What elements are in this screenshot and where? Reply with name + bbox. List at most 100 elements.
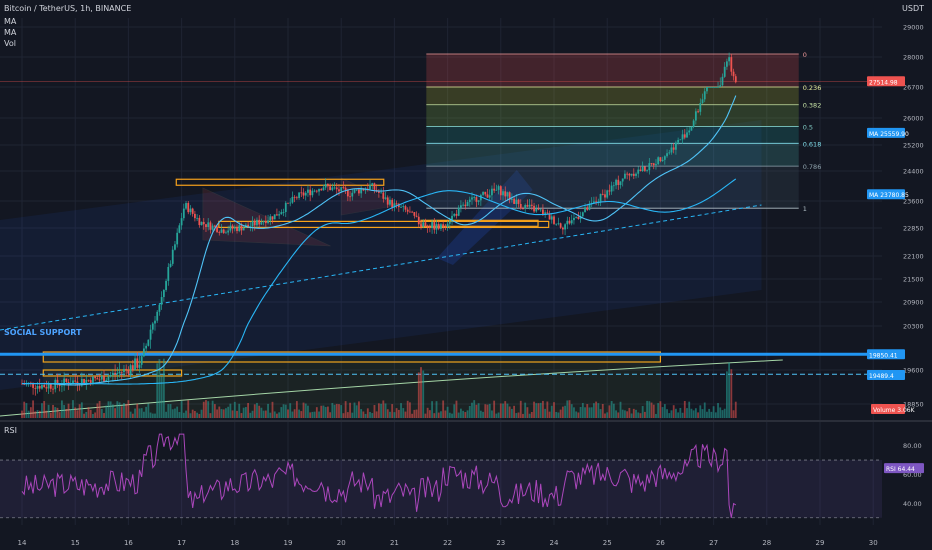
candle-body: [506, 192, 509, 197]
volume-bar: [577, 412, 580, 418]
candle-body: [606, 190, 609, 198]
candle-body: [710, 87, 713, 88]
y-tick-label: 23600: [903, 198, 924, 206]
candle-body: [568, 220, 571, 224]
x-tick-label: 24: [550, 539, 559, 547]
candle-body: [661, 159, 664, 162]
candle-body: [595, 201, 598, 203]
candle-body: [573, 217, 575, 221]
candle-body: [586, 207, 589, 210]
candle-body: [156, 311, 159, 321]
candle-body: [575, 216, 578, 218]
volume-bar: [58, 412, 61, 418]
candle-body: [672, 147, 675, 150]
candle-body: [446, 223, 449, 227]
volume-bar: [200, 409, 203, 418]
volume-bar: [256, 402, 258, 418]
candle-body: [202, 221, 205, 225]
indicator-vol[interactable]: Vol: [4, 39, 16, 48]
volume-bar: [610, 401, 613, 418]
volume-bar: [205, 400, 207, 418]
volume-bar: [149, 412, 152, 418]
candle-body: [510, 198, 513, 200]
volume-bar: [404, 411, 407, 418]
volume-bar: [406, 400, 409, 418]
volume-bar: [123, 403, 125, 418]
candle-body: [417, 216, 420, 225]
volume-bar: [393, 412, 396, 418]
candle-body: [564, 224, 566, 230]
volume-bar: [140, 408, 143, 418]
candle-body: [333, 187, 336, 189]
x-tick-label: 15: [71, 539, 80, 547]
rsi-badge-label: RSI 64.44: [886, 466, 915, 473]
candle-body: [38, 385, 41, 389]
candle-body: [200, 221, 203, 226]
volume-bar: [431, 401, 433, 418]
candle-body: [103, 376, 105, 382]
indicator-ma-1[interactable]: MA: [4, 17, 17, 26]
volume-bar: [413, 409, 416, 418]
candle-body: [404, 206, 407, 210]
fib-level-label: 0.236: [803, 84, 822, 92]
x-tick-label: 26: [656, 539, 665, 547]
candle-body: [125, 368, 128, 370]
volume-bar: [178, 412, 181, 418]
candle-body: [668, 152, 671, 154]
candle-body: [519, 203, 522, 209]
candle-body: [154, 320, 156, 324]
candle-body: [134, 358, 136, 371]
volume-bar: [486, 404, 489, 418]
volume-bar: [156, 363, 159, 418]
volume-bar: [220, 409, 223, 418]
candle-body: [176, 232, 179, 245]
candle-body: [608, 190, 611, 192]
candle-body: [74, 380, 77, 382]
volume-bar: [666, 409, 668, 418]
volume-bar: [635, 409, 637, 418]
volume-bar: [457, 412, 460, 418]
volume-bar: [453, 404, 456, 418]
candle-body: [293, 196, 296, 198]
resistance-box: [218, 220, 550, 228]
volume-bar: [80, 402, 83, 418]
candle-body: [269, 216, 272, 221]
volume-bar: [581, 402, 584, 418]
candle-body: [167, 266, 170, 281]
candle-body: [648, 163, 651, 171]
volume-bar: [619, 401, 622, 418]
volume-bar: [535, 403, 538, 418]
indicator-ma-2[interactable]: MA: [4, 28, 17, 37]
candle-body: [47, 384, 50, 389]
y-tick-label: 19600: [903, 367, 924, 375]
x-tick-label: 18: [230, 539, 239, 547]
price-badge: [867, 349, 905, 360]
candle-body: [87, 379, 90, 381]
candle-body: [694, 111, 697, 121]
volume-bar: [590, 407, 593, 418]
volume-bar: [515, 413, 518, 418]
x-tick-label: 20: [337, 539, 346, 547]
volume-bar: [699, 405, 702, 418]
y-tick-label: 20300: [903, 323, 924, 331]
volume-bar: [420, 367, 422, 418]
volume-bar: [510, 408, 513, 418]
candle-body: [136, 358, 139, 368]
volume-bar: [293, 409, 296, 418]
candle-body: [45, 387, 48, 389]
candle-body: [338, 189, 340, 192]
candle-body: [300, 192, 303, 194]
volume-bar: [402, 408, 405, 418]
volume-bar: [690, 408, 693, 418]
volume-bar: [681, 412, 684, 418]
candle-body: [679, 139, 682, 141]
candle-body: [626, 173, 629, 175]
volume-bar: [85, 411, 88, 418]
candle-body: [533, 205, 535, 212]
candle-body: [346, 190, 349, 197]
volume-bar: [444, 410, 447, 418]
y-tick-label: 29000: [903, 24, 924, 32]
volume-bar: [710, 411, 713, 418]
candle-body: [322, 187, 325, 191]
